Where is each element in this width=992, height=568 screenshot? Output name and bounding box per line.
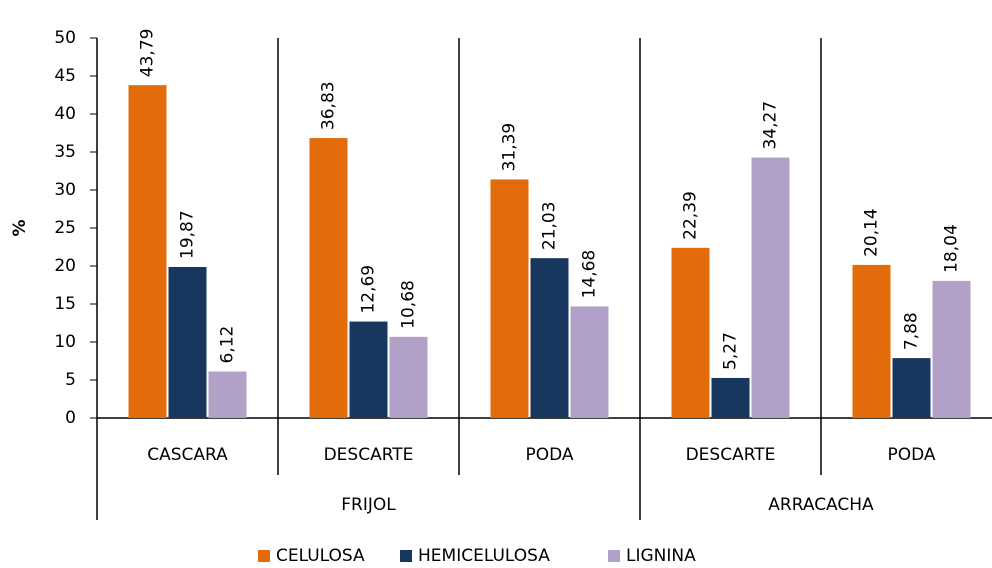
group-label: ARRACACHA [768,495,874,515]
data-label: 43,79 [138,29,158,78]
x-tick-label: PODA [525,445,573,465]
legend-swatch [258,550,270,562]
y-tick-label: 0 [65,408,76,428]
bar [349,321,388,418]
bar [530,258,569,418]
legend-label: CELULOSA [276,546,365,566]
legend-swatch [400,550,412,562]
bar [168,266,207,418]
y-tick-label: 30 [54,180,76,200]
y-tick-label: 45 [54,66,76,86]
bar [932,280,971,418]
y-tick-label: 35 [54,142,76,162]
bar [671,247,710,418]
data-label: 18,04 [942,224,962,273]
y-tick-label: 15 [54,294,76,314]
data-label: 34,27 [761,101,781,150]
legend-swatch [608,550,620,562]
bar [309,138,348,419]
y-tick-label: 5 [65,370,76,390]
x-tick-label: DESCARTE [686,445,776,465]
legend-label: HEMICELULOSA [418,546,550,566]
group-label: FRIJOL [341,495,396,515]
bar [490,179,529,418]
data-label: 10,68 [399,280,419,329]
data-label: 22,39 [681,191,701,240]
bar [208,371,247,418]
bar [892,358,931,418]
data-label: 36,83 [319,81,339,130]
bar [852,264,891,418]
y-tick-label: 20 [54,256,76,276]
data-label: 12,69 [359,265,379,314]
data-label: 20,14 [862,208,882,257]
data-label: 7,88 [902,312,922,350]
bar [570,306,609,418]
bar [128,85,167,419]
y-tick-label: 25 [54,218,76,238]
y-axis-label: % [10,219,30,236]
bar [711,377,750,418]
data-label: 6,12 [218,326,238,364]
x-tick-label: CASCARA [147,445,228,465]
y-tick-label: 50 [54,28,76,48]
data-label: 5,27 [721,332,741,370]
y-tick-label: 10 [54,332,76,352]
data-label: 21,03 [540,202,560,251]
legend-label: LIGNINA [626,546,696,566]
data-label: 19,87 [178,210,198,259]
y-tick-label: 40 [54,104,76,124]
data-label: 31,39 [500,123,520,172]
x-tick-label: DESCARTE [324,445,414,465]
data-label: 14,68 [580,250,600,299]
bar [389,336,428,418]
bar [751,157,790,418]
x-tick-label: PODA [887,445,935,465]
